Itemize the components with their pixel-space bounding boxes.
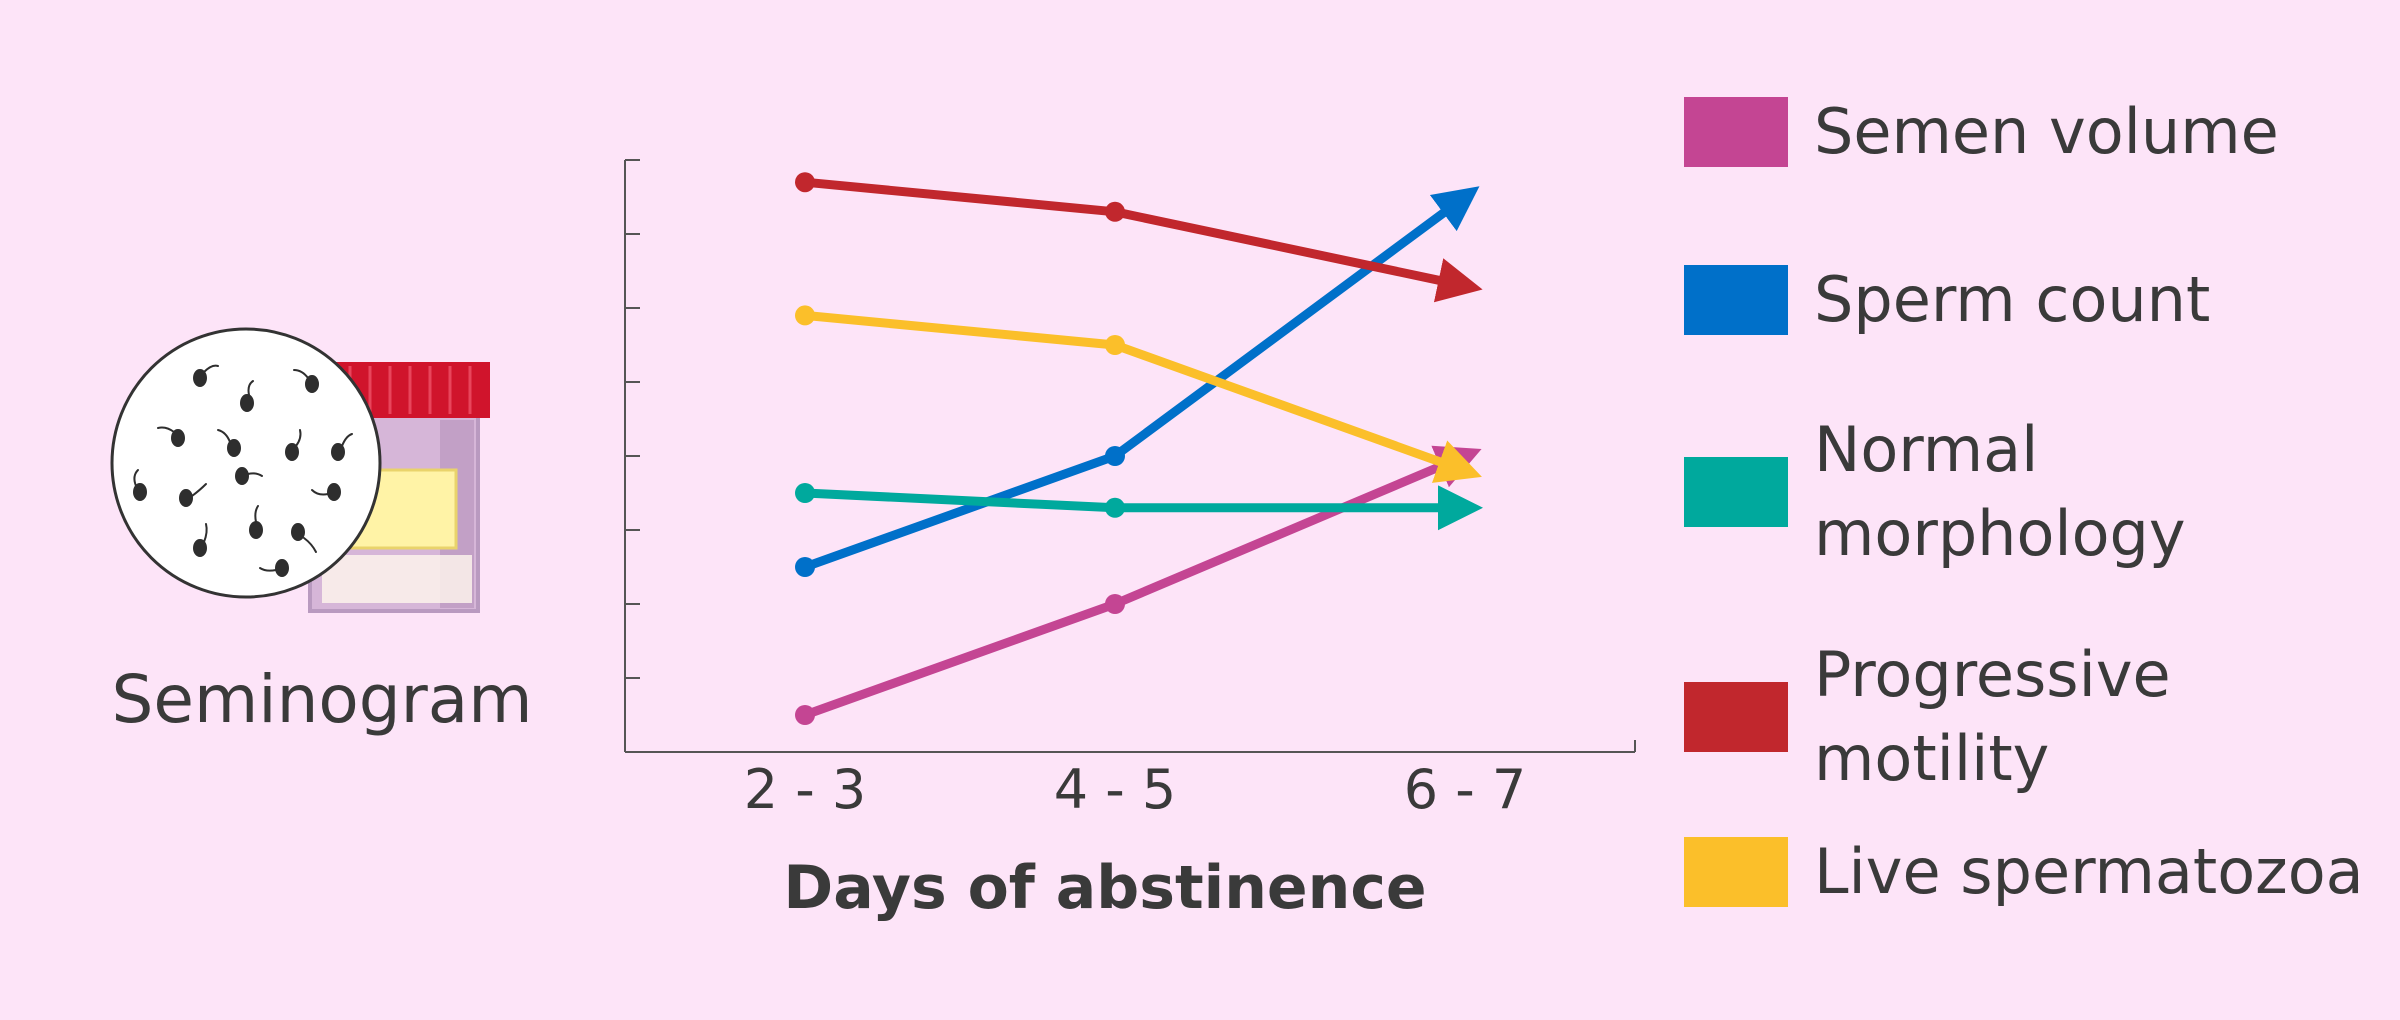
legend-label: Semen volume [1814,95,2279,168]
data-point [795,483,815,503]
legend-item: Sperm count [1684,258,2210,342]
x-tick-labels: 2 - 3 4 - 5 6 - 7 [744,758,1527,821]
data-point [1105,201,1125,222]
legend-swatch [1684,682,1788,752]
legend-label: Sperm count [1814,263,2211,336]
legend-swatch [1684,837,1788,907]
series-normal-morphology [795,483,1483,531]
legend-item: Semen volume [1684,90,2279,174]
data-point [1105,594,1125,614]
series-live-spermatozoa [795,305,1482,483]
legend-swatch [1684,97,1788,167]
microscope-view-icon [110,327,382,599]
sample-cup-icon [308,362,490,613]
legend-label: Normal morphology [1814,413,2186,570]
data-point [1105,335,1125,355]
data-point [1105,446,1125,466]
legend-label: Live spermatozoa [1814,835,2364,908]
legend-item: Live spermatozoa [1684,830,2364,914]
legend-item: Normal morphology [1684,408,2186,576]
x-tick-label: 6 - 7 [1404,758,1527,821]
y-ticks [625,159,640,679]
series-line [804,310,1482,483]
x-tick-label: 4 - 5 [1054,758,1177,821]
chart-series [795,172,1483,725]
x-axis-label: Days of abstinence [783,853,1426,923]
legend-label: Progressive motility [1814,638,2171,795]
data-point [795,705,815,725]
data-point [1105,497,1125,518]
legend-swatch [1684,265,1788,335]
data-point [795,557,815,577]
legend-item: Progressive motility [1684,633,2171,801]
x-tick-label: 2 - 3 [744,758,867,821]
seminogram-illustration: Seminogram [110,327,533,738]
legend-swatch [1684,457,1788,527]
series-sperm-count [795,186,1480,577]
data-point [795,305,815,326]
data-point [795,172,815,193]
chart-axes [624,159,1636,753]
series-progressive-motility [795,172,1483,303]
seminogram-label: Seminogram [111,661,532,738]
